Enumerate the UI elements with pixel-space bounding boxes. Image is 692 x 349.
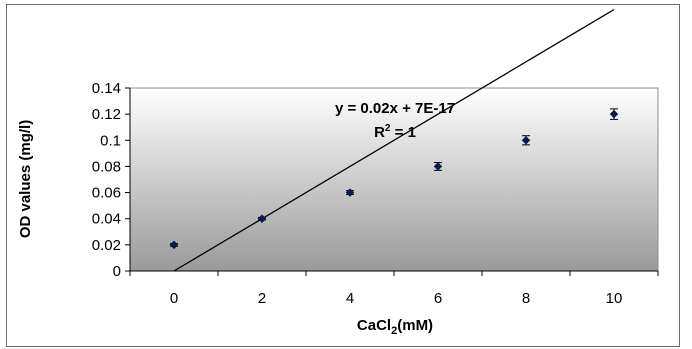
data-point [521, 135, 531, 145]
x-tick-label: 2 [258, 290, 266, 307]
y-tick-label: 0.02 [92, 237, 121, 254]
x-tick-label: 10 [606, 290, 623, 307]
y-ticks-group: 0 0.02 0.04 0.06 0.08 0.1 0.12 0.14 [92, 80, 130, 280]
r-squared-value: = 1 [390, 124, 415, 141]
r-squared-prefix: R [374, 124, 385, 141]
data-point [609, 109, 619, 119]
trendline [173, 9, 615, 272]
y-tick-label: 0.1 [100, 132, 121, 149]
trendline-equation: y = 0.02x + 7E-17 [335, 100, 455, 117]
data-point [345, 188, 355, 197]
y-tick-label: 0.06 [92, 185, 121, 202]
r-squared-exponent: 2 [385, 123, 391, 134]
y-tick-label: 0.12 [92, 106, 121, 123]
y-tick-label: 0 [113, 263, 121, 280]
data-point [433, 162, 443, 171]
y-tick-label: 0.14 [92, 80, 121, 97]
r-squared-label: R2 = 1 [374, 123, 416, 141]
x-axis-title-subscript: 2 [391, 325, 397, 337]
y-axis-title: OD values (mg/l) [17, 120, 34, 238]
data-point [169, 240, 179, 250]
x-tick-label: 0 [170, 290, 178, 307]
trendline-group [173, 9, 615, 272]
x-axis-title: CaCl2(mM) [357, 317, 433, 337]
x-tick-label: 8 [522, 290, 530, 307]
data-points-group [169, 109, 619, 250]
x-tick-label: 6 [434, 290, 442, 307]
x-axis-title-main: CaCl [357, 317, 391, 334]
x-tick-label: 4 [346, 290, 354, 307]
data-point [257, 214, 267, 224]
x-axis-title-unit: (mM) [397, 317, 433, 334]
y-tick-label: 0.08 [92, 158, 121, 175]
plot-area [129, 87, 659, 272]
x-ticks-group: 0 2 4 6 8 10 [129, 271, 659, 307]
y-tick-label: 0.04 [92, 211, 121, 228]
